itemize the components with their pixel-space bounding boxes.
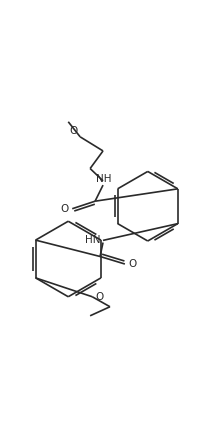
Text: O: O [70, 126, 78, 136]
Text: NH: NH [96, 174, 112, 184]
Text: O: O [128, 259, 136, 269]
Text: O: O [95, 292, 104, 302]
Text: HN: HN [85, 235, 101, 245]
Text: O: O [61, 204, 69, 214]
